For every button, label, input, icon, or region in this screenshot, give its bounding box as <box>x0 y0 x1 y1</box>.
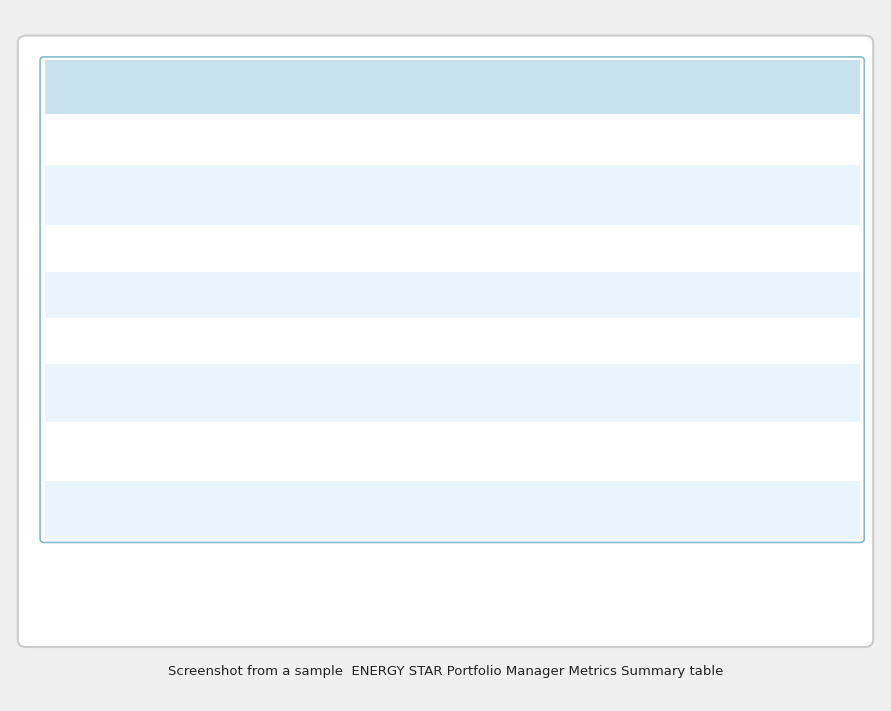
Text: 0.93(1.6%): 0.93(1.6%) <box>718 503 788 516</box>
Text: 118.6: 118.6 <box>386 288 421 301</box>
Text: 57.33: 57.33 <box>385 503 421 516</box>
Text: 28,851.78: 28,851.78 <box>372 334 435 348</box>
Text: ENERGY STAR score (1-
100): ENERGY STAR score (1- 100) <box>56 181 199 209</box>
Text: Total GHG Emissions (Metric
Tons CO2e): Total GHG Emissions (Metric Tons CO2e) <box>56 379 229 407</box>
Text: 58.26: 58.26 <box>559 503 595 516</box>
Text: 111.4: 111.4 <box>560 242 594 255</box>
Text: 27,317.99: 27,317.99 <box>545 334 609 348</box>
Text: Screenshot from a sample  ENERGY STAR Portfolio Manager Metrics Summary table: Screenshot from a sample ENERGY STAR Por… <box>168 665 723 678</box>
Text: Dec 2012 (Energy
Baseline): Dec 2012 (Energy Baseline) <box>337 125 470 154</box>
Text: -1533.79(-5.3%): -1533.79(-5.3%) <box>702 334 804 348</box>
Text: 531.5: 531.5 <box>559 387 595 400</box>
Polygon shape <box>478 129 492 149</box>
Polygon shape <box>638 77 656 102</box>
Text: Energy Cost ($): Energy Cost ($) <box>56 334 151 348</box>
Polygon shape <box>625 129 639 149</box>
Text: Change Time Period: Change Time Period <box>661 80 808 95</box>
Text: -643990.2(-89.4%): -643990.2(-89.4%) <box>694 445 812 458</box>
Text: 54: 54 <box>396 188 411 202</box>
Text: Total Waste (Disposed and
Diverted) (Tons): Total Waste (Disposed and Diverted) (Ton… <box>56 496 218 524</box>
Text: 143.9: 143.9 <box>386 242 421 255</box>
Text: 76,579.8: 76,579.8 <box>549 445 605 458</box>
Text: Sep 2016
(Energy Current): Sep 2016 (Energy Current) <box>514 125 640 154</box>
Text: 87: 87 <box>569 188 584 202</box>
Text: Metrics Summary: Metrics Summary <box>67 77 259 97</box>
Text: 710.2: 710.2 <box>385 387 421 400</box>
Text: 33(61.1%): 33(61.1%) <box>720 188 786 202</box>
Text: -178.7(-25.2%): -178.7(-25.2%) <box>706 387 800 400</box>
Text: Metric: Metric <box>56 133 103 146</box>
Text: Source EUI (kBtu/ft²): Source EUI (kBtu/ft²) <box>56 242 182 255</box>
Text: Water Use (All Water
Sources) (kgal): Water Use (All Water Sources) (kgal) <box>56 437 184 466</box>
Text: -27.4(-23.1%): -27.4(-23.1%) <box>710 288 796 301</box>
Text: 91.2: 91.2 <box>563 288 591 301</box>
Text: Site EUI (kBtu/ft²): Site EUI (kBtu/ft²) <box>56 288 163 301</box>
Text: Change: Change <box>725 133 781 146</box>
Text: -32.5(-22.6%): -32.5(-22.6%) <box>710 242 796 255</box>
Text: 720,570.0: 720,570.0 <box>372 445 435 458</box>
